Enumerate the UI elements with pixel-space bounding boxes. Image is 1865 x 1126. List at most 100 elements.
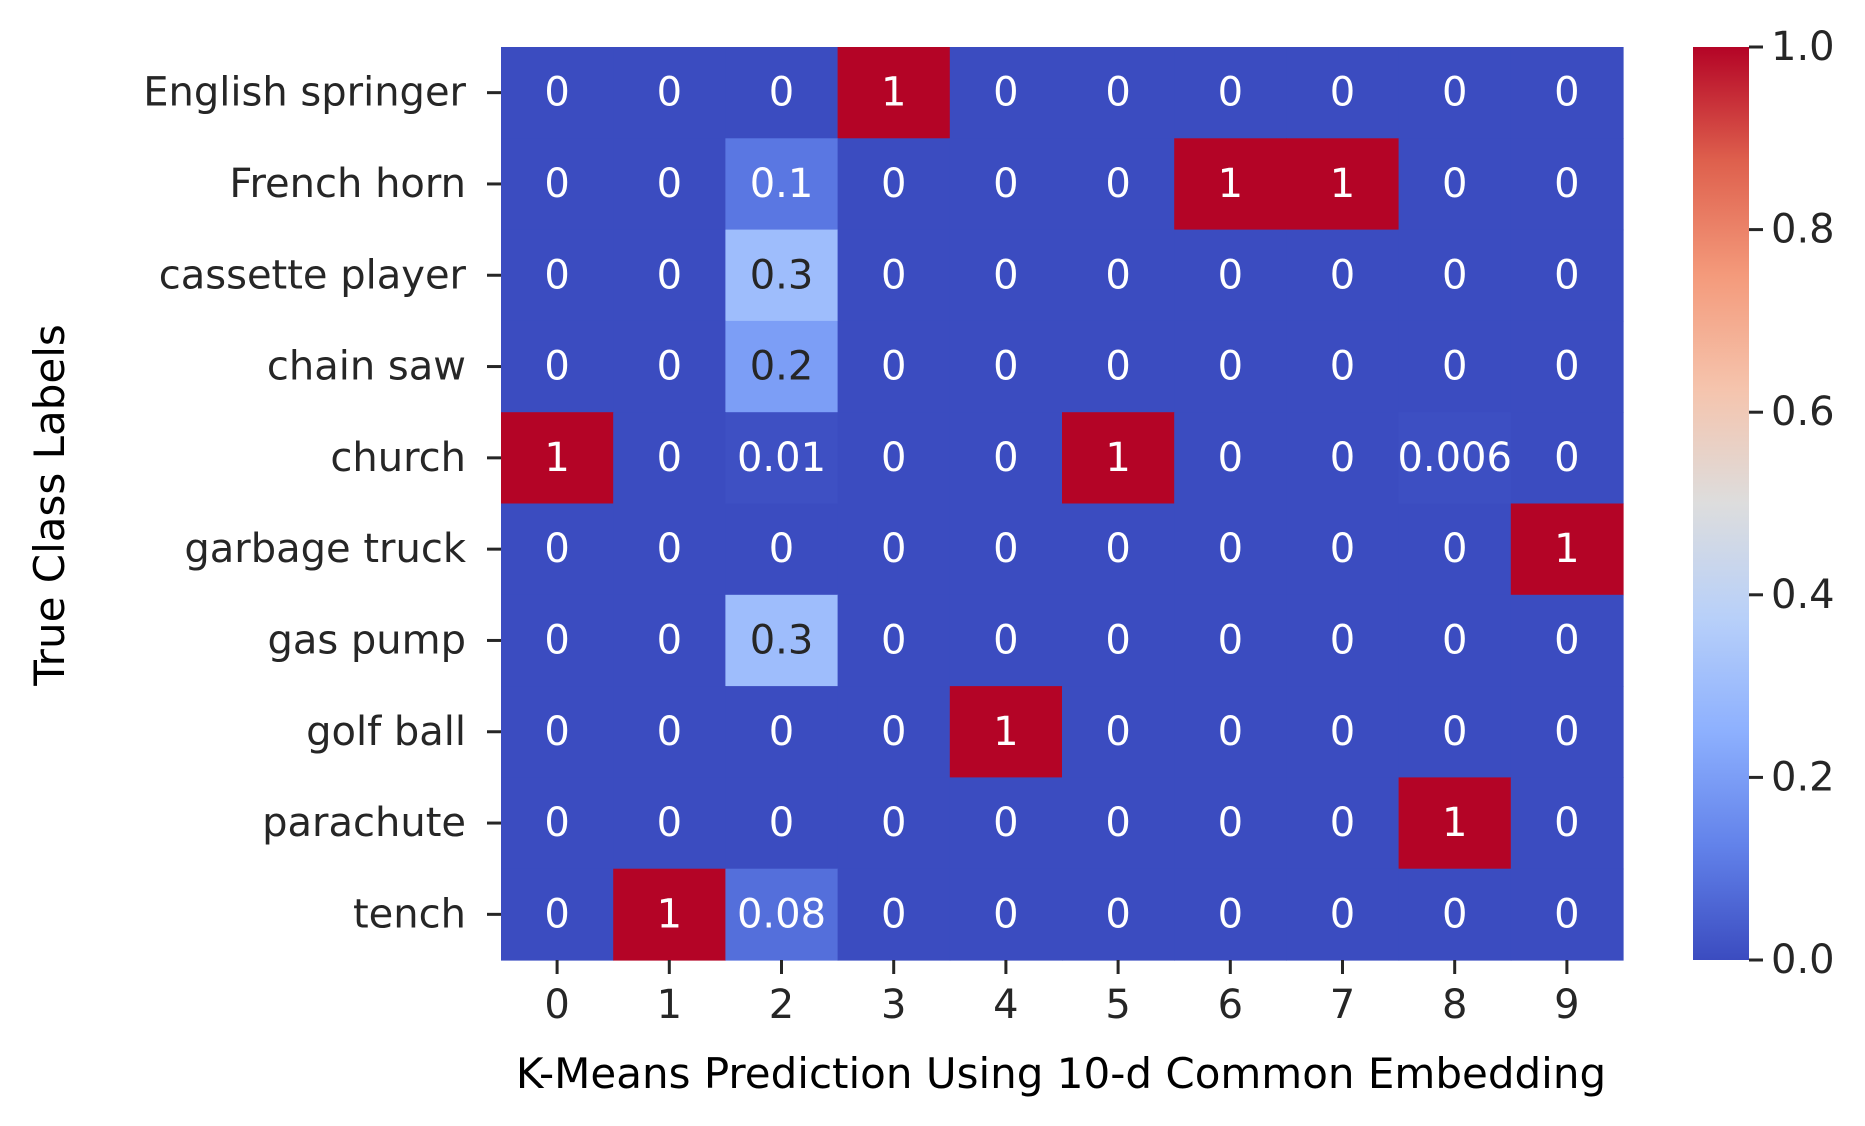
- cell-value-label-r2-c2: 0.3: [750, 252, 814, 298]
- heatmap-cell-r9-c6: [1174, 868, 1287, 961]
- cell-value-label-r1-c4: 0: [993, 161, 1018, 207]
- heatmap-cell-r7-c5: [1062, 686, 1175, 778]
- heatmap-cell-r2-c8: [1398, 229, 1512, 322]
- heatmap-cell-r1-c6: [1174, 138, 1287, 231]
- heatmap-cell-r0-c5: [1062, 47, 1175, 139]
- cell-value-label-r4-c7: 0: [1330, 435, 1355, 481]
- y-tick-label-6: gas pump: [267, 617, 466, 663]
- heatmap-cell-r6-c6: [1174, 594, 1287, 687]
- heatmap-cell-r2-c1: [613, 229, 726, 322]
- y-tick-label-1: French horn: [229, 161, 466, 207]
- heatmap-cell-r6-c0: [501, 594, 614, 687]
- heatmap-cell-r7-c7: [1286, 686, 1400, 778]
- heatmap-cell-r2-c2: [725, 229, 839, 322]
- cell-value-label-r7-c9: 0: [1554, 709, 1579, 755]
- heatmap-cell-r8-c9: [1510, 777, 1624, 870]
- cell-value-label-r7-c3: 0: [881, 709, 906, 755]
- heatmap-cell-r9-c1: [613, 868, 726, 961]
- heatmap-cell-r0-c4: [949, 47, 1063, 139]
- heatmap-cell-r8-c6: [1174, 777, 1287, 870]
- cell-value-label-r9-c9: 0: [1554, 891, 1579, 937]
- cell-value-label-r9-c7: 0: [1330, 891, 1355, 937]
- heatmap-cell-r6-c2: [725, 594, 839, 687]
- y-tick-label-8: parachute: [262, 800, 466, 846]
- cell-value-label-r0-c3: 1: [881, 70, 906, 116]
- heatmap-cell-r1-c8: [1398, 138, 1512, 231]
- heatmap-cell-r7-c4: [949, 686, 1063, 778]
- heatmap-cell-r3-c1: [613, 320, 726, 413]
- heatmap-cell-r5-c2: [725, 503, 839, 596]
- heatmap-cell-r4-c5: [1062, 412, 1175, 505]
- heatmap-cell-r7-c0: [501, 686, 614, 778]
- y-tick-label-0: English springer: [143, 70, 466, 116]
- cell-value-label-r9-c2: 0.08: [737, 891, 826, 937]
- heatmap-cell-r2-c3: [837, 229, 951, 322]
- cell-value-label-r3-c0: 0: [544, 344, 569, 390]
- cell-value-label-r7-c0: 0: [544, 709, 569, 755]
- cell-value-label-r7-c7: 0: [1330, 709, 1355, 755]
- cell-value-label-r6-c7: 0: [1330, 617, 1355, 663]
- cell-value-label-r1-c0: 0: [544, 161, 569, 207]
- cell-value-label-r3-c2: 0.2: [750, 344, 814, 390]
- heatmap-cell-r9-c7: [1286, 868, 1400, 961]
- heatmap-cell-r8-c1: [613, 777, 726, 870]
- heatmap-cell-r3-c5: [1062, 320, 1175, 413]
- x-tick-label-4: 4: [993, 982, 1018, 1028]
- heatmap-cell-r7-c8: [1398, 686, 1512, 778]
- x-tick-label-7: 7: [1330, 982, 1355, 1028]
- cell-value-label-r1-c6: 1: [1218, 161, 1243, 207]
- heatmap-cell-r8-c2: [725, 777, 839, 870]
- cell-value-label-r8-c5: 0: [1105, 800, 1130, 846]
- cell-value-label-r3-c6: 0: [1218, 344, 1243, 390]
- cell-value-label-r4-c9: 0: [1554, 435, 1579, 481]
- heatmap-cell-r8-c8: [1398, 777, 1512, 870]
- heatmap-cell-r7-c1: [613, 686, 726, 778]
- heatmap-cell-r9-c2: [725, 868, 839, 961]
- cell-value-label-r0-c2: 0: [769, 70, 794, 116]
- cell-value-label-r2-c0: 0: [544, 252, 569, 298]
- x-tick-label-6: 6: [1218, 982, 1243, 1028]
- cell-value-label-r1-c3: 0: [881, 161, 906, 207]
- x-tick-label-9: 9: [1554, 982, 1579, 1028]
- cell-value-label-r3-c7: 0: [1330, 344, 1355, 390]
- heatmap-cell-r5-c1: [613, 503, 726, 596]
- heatmap-cell-r6-c8: [1398, 594, 1512, 687]
- cell-value-label-r6-c8: 0: [1442, 617, 1467, 663]
- cell-value-label-r6-c5: 0: [1105, 617, 1130, 663]
- cell-value-label-r3-c4: 0: [993, 344, 1018, 390]
- heatmap-cell-r4-c3: [837, 412, 951, 505]
- heatmap-cell-r3-c6: [1174, 320, 1287, 413]
- cell-value-label-r0-c1: 0: [657, 70, 682, 116]
- cell-value-label-r7-c6: 0: [1218, 709, 1243, 755]
- cell-value-label-r9-c8: 0: [1442, 891, 1467, 937]
- cell-value-label-r2-c1: 0: [657, 252, 682, 298]
- x-tick-label-0: 0: [544, 982, 569, 1028]
- heatmap-cell-r0-c0: [501, 47, 614, 139]
- heatmap-cell-r9-c8: [1398, 868, 1512, 961]
- cell-value-label-r2-c5: 0: [1105, 252, 1130, 298]
- cell-value-label-r2-c4: 0: [993, 252, 1018, 298]
- cell-value-label-r9-c1: 1: [657, 891, 682, 937]
- cell-value-label-r4-c3: 0: [881, 435, 906, 481]
- x-tick-label-3: 3: [881, 982, 906, 1028]
- cell-value-label-r1-c1: 0: [657, 161, 682, 207]
- heatmap-cell-r9-c3: [837, 868, 951, 961]
- cell-value-label-r5-c3: 0: [881, 526, 906, 572]
- cell-value-label-r8-c1: 0: [657, 800, 682, 846]
- cell-value-label-r9-c3: 0: [881, 891, 906, 937]
- heatmap-cell-r8-c4: [949, 777, 1063, 870]
- cell-value-label-r6-c2: 0.3: [750, 617, 814, 663]
- heatmap-cell-r2-c6: [1174, 229, 1287, 322]
- heatmap-cell-labels: 0 0 0 1 0 0 0 0 0 0 0 0 0.1 0 0 0 1 1 0 0 0 0 0.3 0 0 0 0 0 0 0 0 0 0.2 0…: [544, 70, 1579, 938]
- cell-value-label-r8-c8: 1: [1442, 800, 1467, 846]
- cell-value-label-r2-c7: 0: [1330, 252, 1355, 298]
- heatmap-cell-r2-c4: [949, 229, 1063, 322]
- cell-value-label-r7-c1: 0: [657, 709, 682, 755]
- heatmap-cell-r3-c2: [725, 320, 839, 413]
- heatmap-cell-r3-c7: [1286, 320, 1400, 413]
- heatmap-cell-r1-c3: [837, 138, 951, 231]
- cell-value-label-r3-c9: 0: [1554, 344, 1579, 390]
- heatmap-cell-r3-c8: [1398, 320, 1512, 413]
- cell-value-label-r5-c0: 0: [544, 526, 569, 572]
